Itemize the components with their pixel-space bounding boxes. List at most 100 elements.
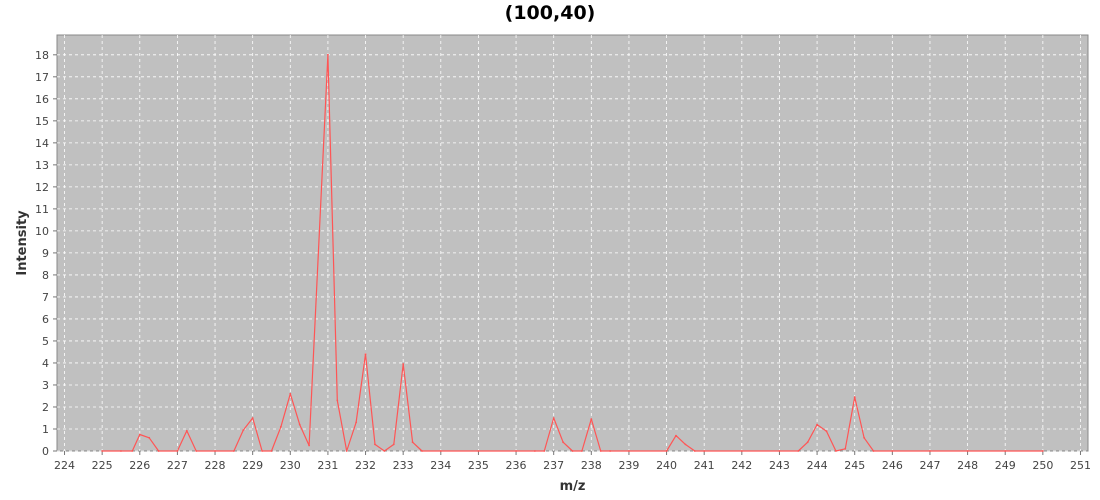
data-point [740,450,743,452]
data-point [552,417,555,419]
x-tick-label: 240 [656,459,677,472]
y-tick-label: 6 [42,313,49,326]
x-tick-label: 225 [92,459,113,472]
x-tick-label: 230 [280,459,301,472]
y-tick-label: 7 [42,291,49,304]
data-point [477,450,480,452]
data-point [336,399,339,402]
data-point [383,450,386,452]
x-tick-label: 224 [54,459,75,472]
data-point [355,421,358,424]
x-tick-label: 250 [1032,459,1053,472]
plot-area [56,34,1089,452]
data-point [242,429,245,431]
data-point [693,450,696,452]
data-point [806,441,809,444]
data-point [131,450,134,452]
y-tick-label: 2 [42,401,49,414]
x-tick-label: 237 [543,459,564,472]
y-tick-label: 15 [35,115,49,128]
x-tick-label: 226 [129,459,150,472]
data-point [891,450,894,452]
data-point [298,423,301,426]
x-tick-label: 248 [957,459,978,472]
data-point [778,450,781,452]
data-point [308,444,311,447]
data-point [675,434,677,437]
y-tick-label: 9 [42,247,49,260]
data-point [270,450,273,452]
data-point [364,353,367,356]
data-point [157,450,160,452]
data-point [148,436,151,439]
x-tick-label: 241 [694,459,715,472]
data-point [665,450,668,452]
data-point [120,450,122,452]
data-point [185,429,188,432]
data-point [599,450,602,452]
x-tick-label: 234 [430,459,451,472]
data-point [571,450,574,452]
data-point [929,450,931,452]
data-point [543,450,546,452]
data-point [261,450,263,452]
data-point [195,450,198,452]
data-point [825,430,828,433]
data-point [176,450,179,452]
y-tick-label: 4 [42,357,49,370]
x-tick-label: 238 [581,459,602,472]
x-tick-label: 243 [769,459,790,472]
y-axis-label: Intensity [15,210,30,276]
data-point [628,450,630,452]
x-tick-label: 235 [468,459,489,472]
y-tick-label: 13 [35,159,49,172]
data-point [402,363,405,365]
data-point [609,450,612,452]
data-point [411,441,414,444]
data-point [966,450,969,452]
x-tick-label: 249 [995,459,1016,472]
y-tick-label: 5 [42,335,49,348]
data-point [392,443,395,446]
y-tick-label: 16 [35,93,49,106]
y-tick-label: 12 [35,181,49,194]
x-tick-label: 239 [618,459,639,472]
series-line [102,54,1043,452]
y-tick-label: 8 [42,269,49,282]
data-point [214,450,216,452]
data-point [590,418,593,420]
data-point [562,441,564,444]
data-point [138,433,141,436]
data-point [251,417,254,419]
x-tick-label: 231 [317,459,338,472]
data-point [101,450,104,452]
data-point [279,425,282,428]
y-tick-label: 17 [35,71,49,84]
x-axis-label: m/z [560,479,586,494]
x-tick-label: 246 [882,459,903,472]
data-point [581,450,583,452]
data-point [844,447,847,450]
chart-title: (100,40) [504,2,596,24]
y-tick-label: 3 [42,379,49,392]
data-point [703,450,706,452]
data-point [834,450,837,452]
data-point [872,450,875,452]
x-tick-label: 244 [807,459,828,472]
x-tick-label: 233 [393,459,414,472]
y-tick-label: 0 [42,445,49,458]
data-point [439,450,442,452]
data-point [1004,450,1007,452]
y-tick-label: 10 [35,225,49,238]
x-tick-label: 247 [919,459,940,472]
data-point [374,443,376,446]
data-point [421,450,423,452]
y-tick-label: 11 [35,203,49,216]
series-layer [101,53,1044,452]
y-tick-label: 14 [35,137,49,150]
data-point [853,396,856,398]
x-tick-label: 236 [506,459,527,472]
axes: 224 225 226 227 228 229 230 231 232 233 234 235 236 2… [35,49,1091,472]
